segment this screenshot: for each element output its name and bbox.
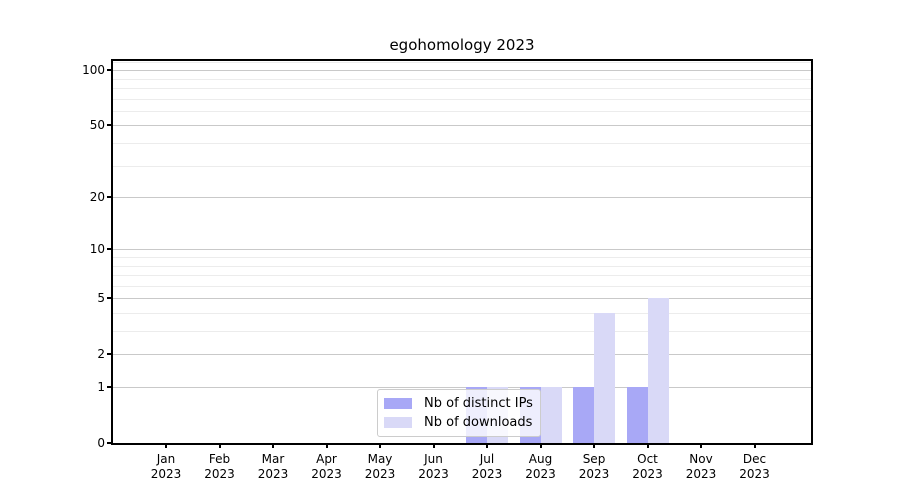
x-tick-month-dec: Dec <box>742 452 767 466</box>
x-tick-month-may: May <box>367 452 393 466</box>
x-tick-year-sep: 2023 <box>578 467 610 481</box>
y-tick-mark-20 <box>107 196 112 198</box>
gridline-major-1 <box>113 387 811 388</box>
x-tick-label-nov: Nov 2023 <box>669 452 733 482</box>
x-tick-month-aug: Aug <box>528 452 553 466</box>
gridline-minor-7 <box>113 275 811 276</box>
y-tick-label-20: 20 <box>89 190 105 204</box>
y-tick-mark-2 <box>107 353 112 356</box>
x-tick-mark-apr <box>325 443 328 448</box>
gridline-major-100 <box>113 70 811 72</box>
x-tick-month-oct: Oct <box>637 452 658 466</box>
bar-distinct-ips-sep <box>573 387 594 443</box>
x-tick-month-feb: Feb <box>208 452 231 466</box>
x-tick-year-feb: 2023 <box>204 467 235 481</box>
x-tick-label-dec: Dec 2023 <box>723 452 787 482</box>
y-tick-mark-100 <box>107 69 112 72</box>
gridline-minor-60 <box>113 110 811 112</box>
gridline-major-20 <box>113 197 811 198</box>
x-tick-label-jun: Jun 2023 <box>402 452 466 482</box>
gridline-minor-8 <box>113 265 811 267</box>
gridline-major-50 <box>113 125 811 127</box>
x-tick-mark-mar <box>272 443 274 448</box>
chart-title: egohomology 2023 <box>389 36 535 54</box>
legend-label-downloads: Nb of downloads <box>424 415 533 430</box>
gridline-minor-4 <box>113 312 811 314</box>
bar-downloads-aug <box>540 387 562 443</box>
x-tick-label-mar: Mar 2023 <box>241 452 305 482</box>
x-tick-year-nov: 2023 <box>685 467 717 481</box>
x-tick-mark-dec <box>753 443 756 448</box>
gridline-minor-70 <box>113 98 811 100</box>
x-tick-year-oct: 2023 <box>632 467 663 481</box>
x-tick-mark-jul <box>486 443 488 448</box>
x-tick-year-aug: 2023 <box>525 467 556 481</box>
y-tick-label-2: 2 <box>97 347 105 362</box>
y-tick-label-50: 50 <box>89 118 105 133</box>
x-tick-label-apr: Apr 2023 <box>295 452 359 482</box>
x-tick-month-jan: Jan <box>156 452 176 466</box>
legend: Nb of distinct IPs Nb of downloads <box>377 389 541 437</box>
x-tick-year-may: 2023 <box>364 467 396 481</box>
gridline-minor-110 <box>113 62 811 64</box>
y-tick-label-0: 0 <box>97 436 105 450</box>
legend-item-downloads: Nb of downloads <box>384 415 532 430</box>
gridline-major-5 <box>113 298 811 300</box>
x-tick-year-jul: 2023 <box>471 467 503 481</box>
x-tick-month-jun: Jun <box>424 452 443 466</box>
y-tick-mark-10 <box>107 248 112 251</box>
legend-label-distinct-ips: Nb of distinct IPs <box>424 396 533 411</box>
y-tick-label-10: 10 <box>89 242 105 257</box>
y-tick-mark-0 <box>107 442 112 444</box>
bar-distinct-ips-oct <box>626 387 648 443</box>
plot-area <box>113 61 811 443</box>
x-tick-year-jun: 2023 <box>418 467 449 481</box>
x-tick-month-apr: Apr <box>316 452 337 466</box>
x-tick-mark-aug <box>539 443 542 448</box>
y-tick-label-100: 100 <box>82 63 105 78</box>
x-tick-mark-jan <box>165 443 167 448</box>
legend-swatch-downloads <box>384 417 412 428</box>
x-tick-label-oct: Oct 2023 <box>616 452 680 482</box>
gridline-minor-3 <box>113 331 811 332</box>
x-tick-label-feb: Feb 2023 <box>188 452 252 482</box>
x-tick-mark-oct <box>646 443 649 448</box>
legend-item-distinct-ips: Nb of distinct IPs <box>384 396 533 411</box>
x-tick-label-may: May 2023 <box>348 452 412 482</box>
bar-downloads-oct <box>647 298 669 443</box>
x-tick-label-sep: Sep 2023 <box>562 452 626 482</box>
x-tick-mark-sep <box>593 443 595 448</box>
x-tick-mark-jun <box>432 443 435 448</box>
y-tick-mark-1 <box>107 386 112 388</box>
x-tick-mark-feb <box>218 443 221 448</box>
gridline-minor-90 <box>113 78 811 80</box>
y-tick-label-1: 1 <box>97 380 105 394</box>
gridline-major-10 <box>113 249 811 251</box>
x-tick-year-dec: 2023 <box>739 467 770 481</box>
y-tick-label-5: 5 <box>97 291 105 306</box>
x-tick-month-mar: Mar <box>261 452 285 466</box>
x-tick-month-jul: Jul <box>479 452 495 466</box>
x-tick-year-apr: 2023 <box>311 467 342 481</box>
x-tick-label-jan: Jan 2023 <box>134 452 198 482</box>
x-tick-label-jul: Jul 2023 <box>455 452 519 482</box>
x-tick-year-jan: 2023 <box>150 467 182 481</box>
x-tick-month-nov: Nov <box>689 452 713 466</box>
legend-swatch-distinct-ips <box>384 398 412 409</box>
gridline-minor-6 <box>113 285 811 287</box>
x-tick-year-mar: 2023 <box>257 467 289 481</box>
x-tick-label-aug: Aug 2023 <box>509 452 573 482</box>
x-tick-month-sep: Sep <box>582 452 606 466</box>
gridline-major-2 <box>113 354 811 356</box>
x-tick-mark-may <box>379 443 381 448</box>
x-tick-mark-nov <box>700 443 702 448</box>
y-tick-mark-50 <box>107 124 112 127</box>
y-tick-mark-5 <box>107 297 112 300</box>
gridline-minor-9 <box>113 256 811 258</box>
gridline-minor-30 <box>113 165 811 167</box>
gridline-minor-40 <box>113 142 811 144</box>
bar-downloads-sep <box>594 312 615 443</box>
gridline-minor-80 <box>113 87 811 89</box>
